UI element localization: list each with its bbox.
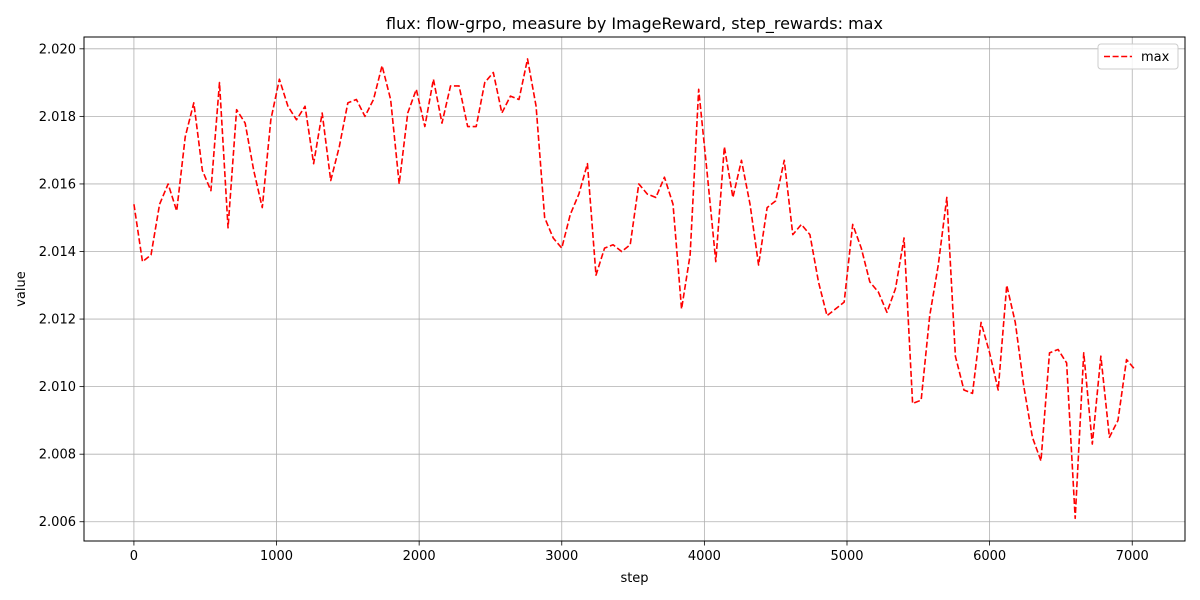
x-tick-label: 0 <box>130 549 138 564</box>
legend-label: max <box>1141 50 1170 65</box>
grid <box>84 37 1185 541</box>
series-layer <box>133 58 1136 520</box>
y-tick-label: 2.008 <box>39 448 76 463</box>
y-tick-label: 2.018 <box>39 110 76 125</box>
legend: max <box>1097 43 1179 70</box>
x-tick-label: 2000 <box>403 549 436 564</box>
x-tick-label: 7000 <box>1116 549 1149 564</box>
x-tick-label: 6000 <box>973 549 1006 564</box>
y-tick-label: 2.012 <box>39 313 76 328</box>
y-tick-label: 2.010 <box>39 380 76 395</box>
y-ticks: 2.006 2.008 2.010 2.012 2.014 2.016 2.018 2.020 <box>39 42 84 530</box>
x-axis-label: step <box>620 571 648 586</box>
x-tick-label: 1000 <box>260 549 293 564</box>
y-tick-label: 2.006 <box>39 515 76 530</box>
legend-box <box>1097 43 1179 70</box>
chart-title: flux: flow-grpo, measure by ImageReward,… <box>386 14 883 34</box>
x-ticks: 0 1000 2000 3000 4000 5000 6000 7000 <box>130 541 1149 564</box>
x-tick-label: 3000 <box>545 549 578 564</box>
y-tick-label: 2.016 <box>39 177 76 192</box>
plot-frame <box>83 36 1186 542</box>
series-line-max <box>133 58 1136 520</box>
y-axis-label: value <box>14 271 29 307</box>
y-tick-label: 2.014 <box>39 245 76 260</box>
y-tick-label: 2.020 <box>39 42 76 57</box>
x-tick-label: 5000 <box>830 549 863 564</box>
x-tick-label: 4000 <box>688 549 721 564</box>
